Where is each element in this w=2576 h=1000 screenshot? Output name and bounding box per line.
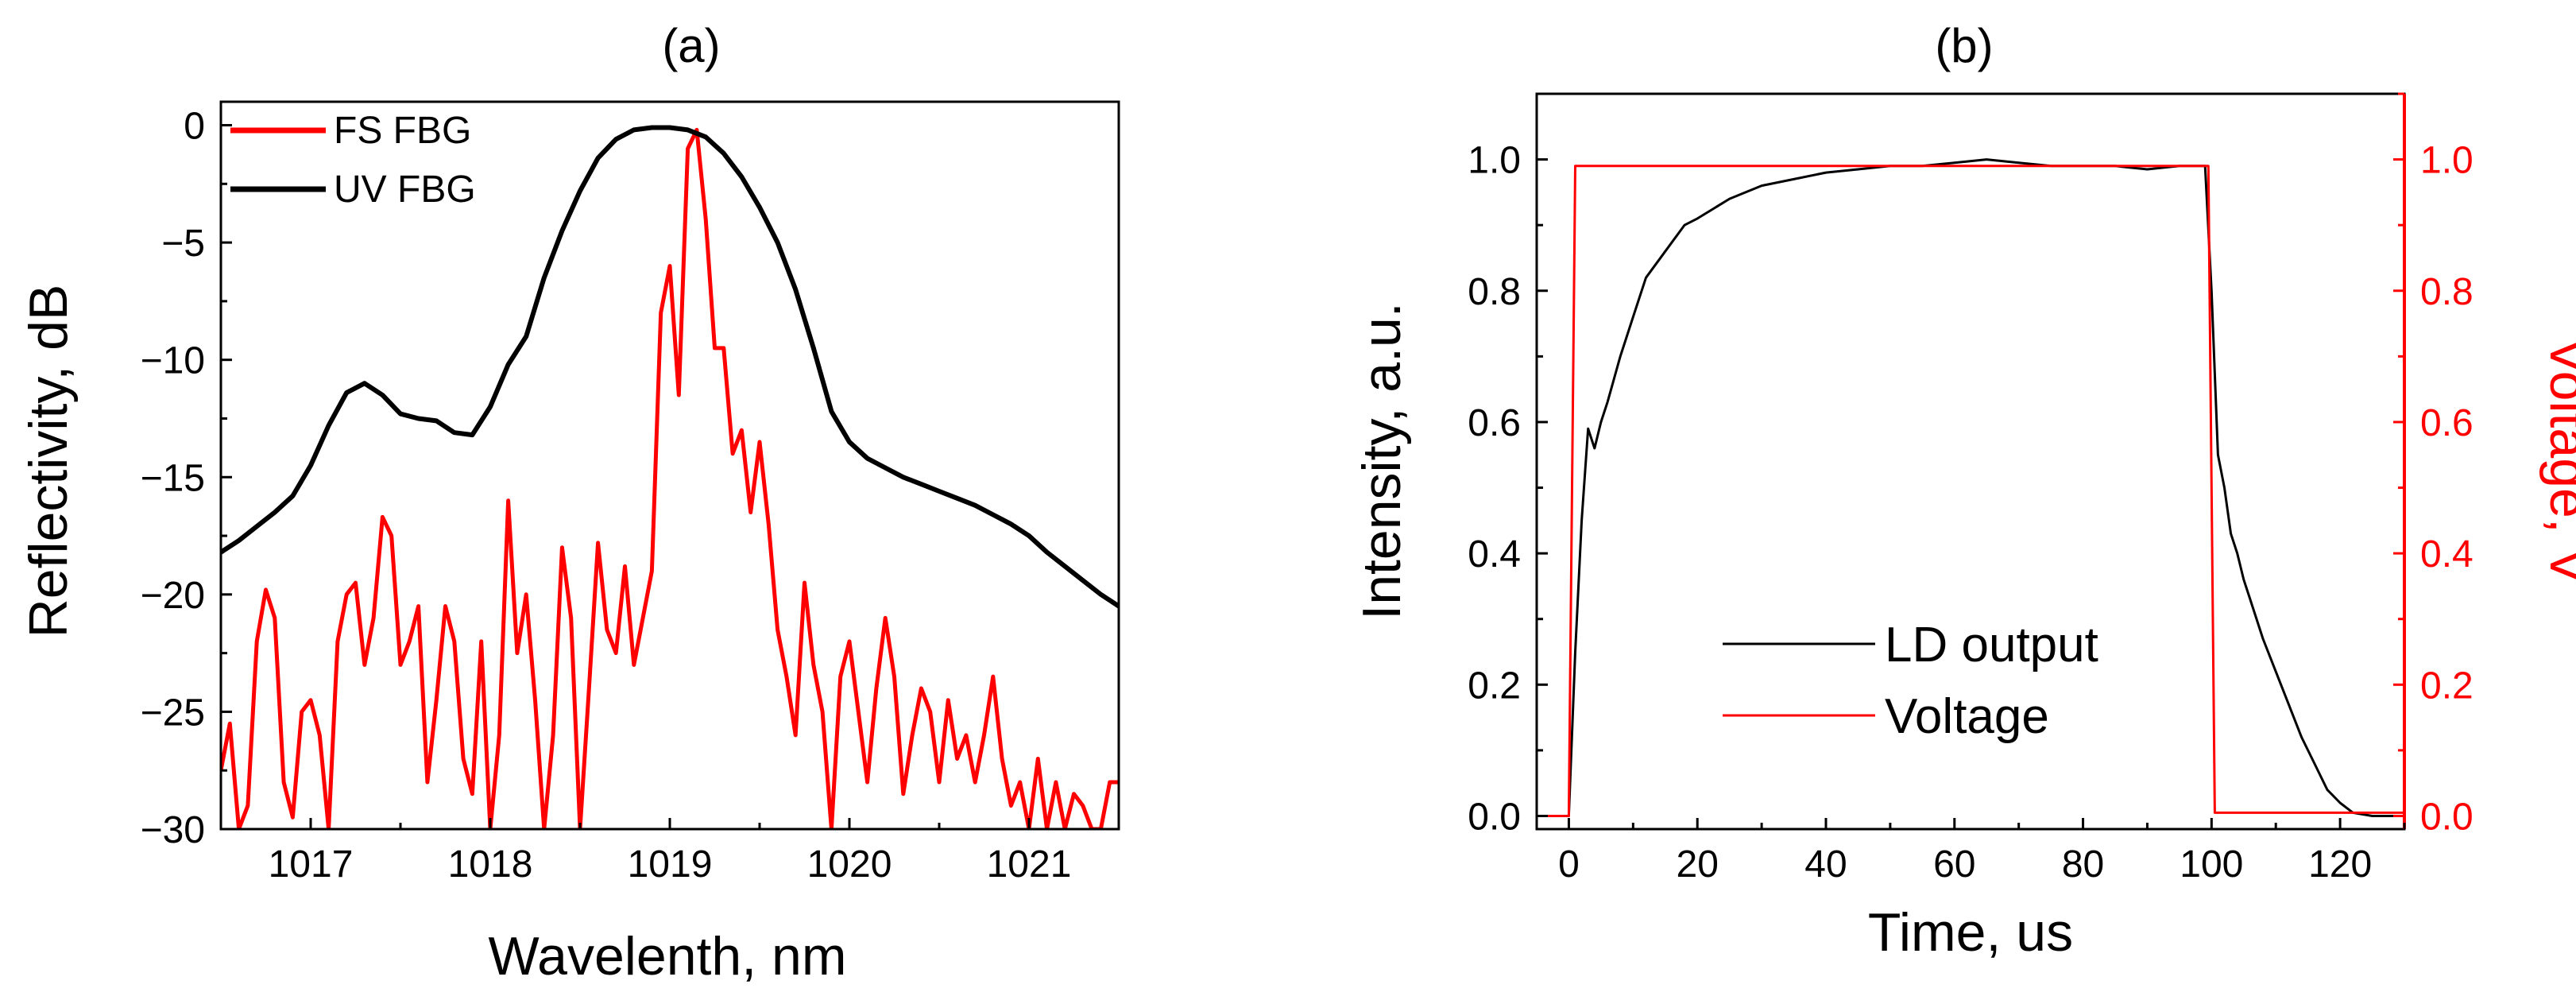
panel-a-y-ticks: 0 −5 −10 −15 −20 −25 −30 — [141, 106, 232, 851]
y-tick-label: −5 — [161, 223, 205, 265]
x-tick-label: 80 — [2062, 843, 2104, 886]
x-tick-label: 120 — [2308, 843, 2372, 886]
panel-b-legend: LD output Voltage — [1723, 618, 2098, 744]
x-tick-label: 100 — [2180, 843, 2243, 886]
right-y-tick-label: 1.0 — [2420, 140, 2474, 182]
series-line-ld-output — [1537, 158, 2404, 817]
right-y-tick-label: 0.0 — [2420, 796, 2474, 838]
y-tick-label: −30 — [141, 809, 205, 851]
legend-label-uv-fbg: UV FBG — [334, 169, 476, 211]
x-tick-label: 20 — [1677, 843, 1719, 886]
panel-a-axes-frame — [219, 100, 1120, 831]
x-tick-label: 1018 — [448, 843, 533, 886]
panel-a-x-axis-title: Wavelenth, nm — [489, 926, 847, 986]
x-tick-label: 40 — [1804, 843, 1847, 886]
panel-a-x-ticks: 1017 1018 1019 1020 1021 — [219, 818, 1120, 886]
x-tick-label: 1017 — [269, 843, 354, 886]
legend-label-ld-output: LD output — [1885, 618, 2098, 672]
series-line-voltage — [1537, 165, 2404, 817]
right-y-tick-label: 0.8 — [2420, 271, 2474, 313]
panel-b-y-ticks: 0.0 0.2 0.4 0.6 0.8 1.0 — [1468, 92, 1548, 838]
panel-a: (a) 1017 1018 1019 1020 1021 0 −5 −10 −15 −20 −25… — [18, 19, 1120, 986]
right-y-tick-label: 0.2 — [2420, 665, 2474, 707]
panel-b-label: (b) — [1935, 19, 1993, 72]
x-tick-label: 0 — [1558, 843, 1580, 886]
right-y-tick-label: 0.6 — [2420, 402, 2474, 444]
panel-a-y-axis-title: Reflectivity, dB — [18, 285, 79, 638]
panel-b: (b) 0 20 40 60 80 100 120 0.0 0.2 0.4 0.6 0.8 1.0 0… — [1352, 19, 2576, 963]
y-tick-label: −10 — [141, 340, 205, 382]
panel-b-y-axis-title: Intensity, a.u. — [1352, 302, 1412, 619]
x-tick-label: 60 — [1933, 843, 1975, 886]
y-tick-label: 0.4 — [1468, 533, 1521, 576]
x-tick-label: 1021 — [987, 843, 1072, 886]
panel-a-plot-area — [221, 125, 1119, 829]
y-tick-label: 0.2 — [1468, 665, 1521, 707]
panel-b-right-y-ticks: 0.0 0.2 0.4 0.6 0.8 1.0 — [2393, 92, 2474, 838]
y-tick-label: 1.0 — [1468, 140, 1521, 182]
y-tick-label: 0 — [184, 106, 205, 148]
series-line-fs-fbg — [221, 127, 1119, 829]
y-tick-label: 0.6 — [1468, 402, 1521, 444]
panel-b-x-ticks: 0 20 40 60 80 100 120 — [1558, 818, 2406, 886]
panel-a-label: (a) — [662, 19, 720, 72]
panel-b-plot-area — [1537, 158, 2404, 817]
panel-b-right-y-axis-title: Voltage, V — [2539, 338, 2576, 585]
legend-label-fs-fbg: FS FBG — [334, 110, 471, 152]
x-tick-label: 1020 — [807, 843, 892, 886]
panel-a-legend: FS FBG UV FBG — [230, 110, 476, 211]
y-tick-label: −15 — [141, 457, 205, 499]
right-y-tick-label: 0.4 — [2420, 533, 2474, 576]
x-tick-label: 1019 — [628, 843, 713, 886]
y-tick-label: −20 — [141, 575, 205, 617]
y-tick-label: −25 — [141, 692, 205, 734]
legend-label-voltage: Voltage — [1885, 689, 2049, 744]
panel-b-x-axis-title: Time, us — [1868, 902, 2073, 963]
series-line-uv-fbg — [221, 125, 1119, 609]
y-tick-label: 0.8 — [1468, 271, 1521, 313]
y-tick-label: 0.0 — [1468, 796, 1521, 838]
